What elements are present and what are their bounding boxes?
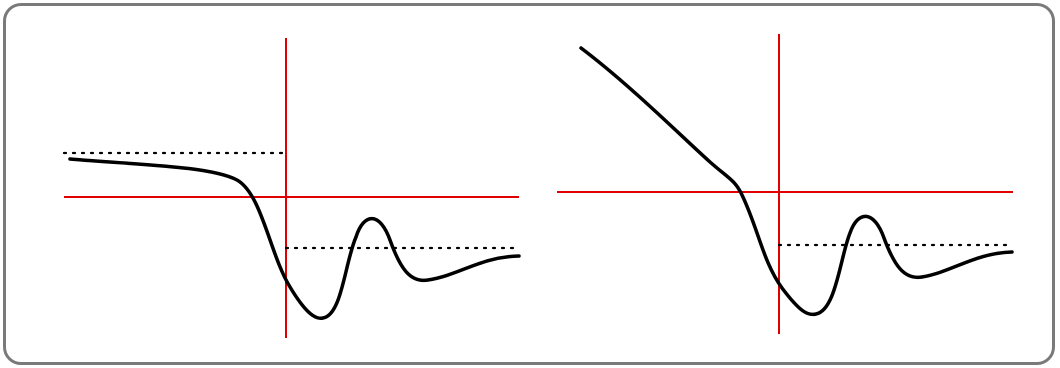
left-response-curve: [68, 157, 521, 321]
right-panel: [557, 34, 1015, 334]
right-response-curve: [579, 46, 1014, 317]
left-panel: [62, 38, 521, 338]
figure-frame: [3, 3, 1055, 365]
